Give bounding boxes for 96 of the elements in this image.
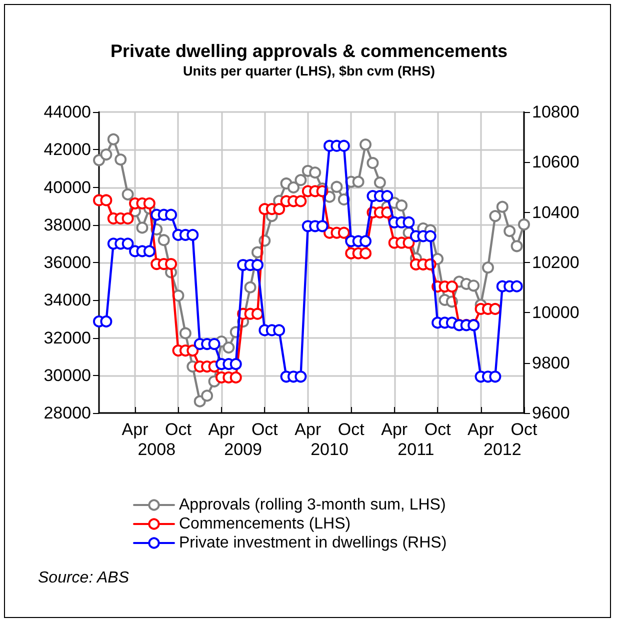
point [122, 238, 134, 250]
point [122, 212, 134, 224]
point [222, 342, 235, 354]
point [381, 190, 394, 202]
y2-tick-label: 9600 [532, 404, 570, 422]
point [510, 240, 523, 252]
point [122, 188, 134, 200]
point [143, 245, 156, 258]
point [489, 370, 502, 383]
y2-tick-label: 10400 [532, 202, 580, 222]
point [518, 218, 530, 230]
point [100, 315, 112, 328]
legend-label: Private investment in dwellings (RHS) [179, 534, 447, 552]
point [100, 194, 112, 206]
point [360, 247, 372, 260]
y2-tick-label: 10000 [532, 303, 580, 322]
source-note: Source: ABS [38, 570, 130, 586]
point [288, 181, 300, 194]
point [107, 133, 120, 146]
chart-title: Private dwelling approvals & commencements [110, 41, 508, 61]
point [251, 259, 264, 272]
y2-tick-label: 10200 [532, 253, 580, 272]
y-tick-label: 38000 [44, 215, 91, 234]
point [366, 156, 379, 169]
point [489, 302, 502, 315]
point [294, 174, 307, 186]
point [158, 234, 170, 246]
x2-tick-label: 2008 [138, 440, 176, 459]
x-tick-label: Apr [208, 420, 236, 439]
point [402, 236, 415, 249]
x2-tick-label: 2009 [224, 440, 262, 459]
point [482, 262, 494, 274]
y-tick-label: 44000 [44, 102, 91, 122]
point [201, 390, 214, 402]
y-tick-label: 28000 [44, 404, 91, 422]
x-tick-label: Oct [165, 420, 192, 439]
x2-tick-label: 2012 [483, 440, 522, 459]
y-tick-label: 30000 [44, 366, 91, 385]
point [446, 280, 458, 293]
point [489, 210, 502, 222]
point [230, 358, 242, 370]
x-tick-label: Apr [122, 420, 149, 439]
point [186, 344, 199, 357]
point [338, 226, 350, 239]
point [100, 148, 112, 161]
point [230, 371, 242, 384]
point [165, 208, 178, 221]
y-tick-label: 32000 [44, 328, 91, 348]
point [374, 176, 386, 189]
point [309, 166, 322, 179]
point [468, 280, 480, 292]
point [496, 200, 508, 213]
point [360, 235, 372, 248]
x2-tick-label: 2011 [398, 440, 434, 459]
point [244, 281, 256, 294]
y-tick-label: 42000 [44, 140, 91, 160]
legend-label: Approvals (rolling 3-month sum, LHS) [179, 496, 446, 514]
point [114, 154, 127, 166]
point [294, 370, 307, 383]
y-tick-label: 34000 [44, 290, 91, 310]
x-tick-label: Apr [468, 420, 494, 439]
x-tick-label: Oct [424, 420, 452, 439]
point [402, 216, 415, 228]
y2-tick-label: 9800 [532, 353, 570, 372]
point [424, 230, 436, 242]
x-tick-label: Oct [510, 420, 538, 439]
point [179, 327, 192, 340]
point [396, 200, 408, 212]
x-tick-label: Oct [251, 420, 278, 439]
point [208, 338, 220, 350]
point [360, 138, 372, 151]
y-tick-label: 36000 [44, 253, 91, 272]
chart-subtitle: Units per quarter (LHS), $bn cvm (RHS) [182, 64, 436, 78]
point [352, 176, 364, 188]
x-tick-label: Apr [381, 420, 408, 439]
x-tick-label: Oct [338, 420, 365, 439]
point [316, 220, 328, 232]
point [273, 203, 286, 216]
x2-tick-label: 2010 [310, 440, 348, 459]
point [93, 154, 105, 166]
x-tick-label: Apr [294, 420, 322, 439]
point [251, 308, 264, 320]
point [510, 280, 523, 292]
point [294, 195, 307, 208]
point [136, 222, 148, 234]
y2-tick-label: 10800 [532, 102, 580, 122]
point [165, 258, 178, 270]
point [186, 228, 199, 241]
point [143, 197, 156, 210]
point [338, 140, 350, 152]
legend-label: Commencements (LHS) [179, 516, 351, 532]
point [273, 324, 286, 336]
y-tick-label: 40000 [44, 178, 91, 197]
y2-tick-label: 10600 [532, 152, 580, 172]
point [330, 180, 343, 193]
point [504, 225, 516, 238]
